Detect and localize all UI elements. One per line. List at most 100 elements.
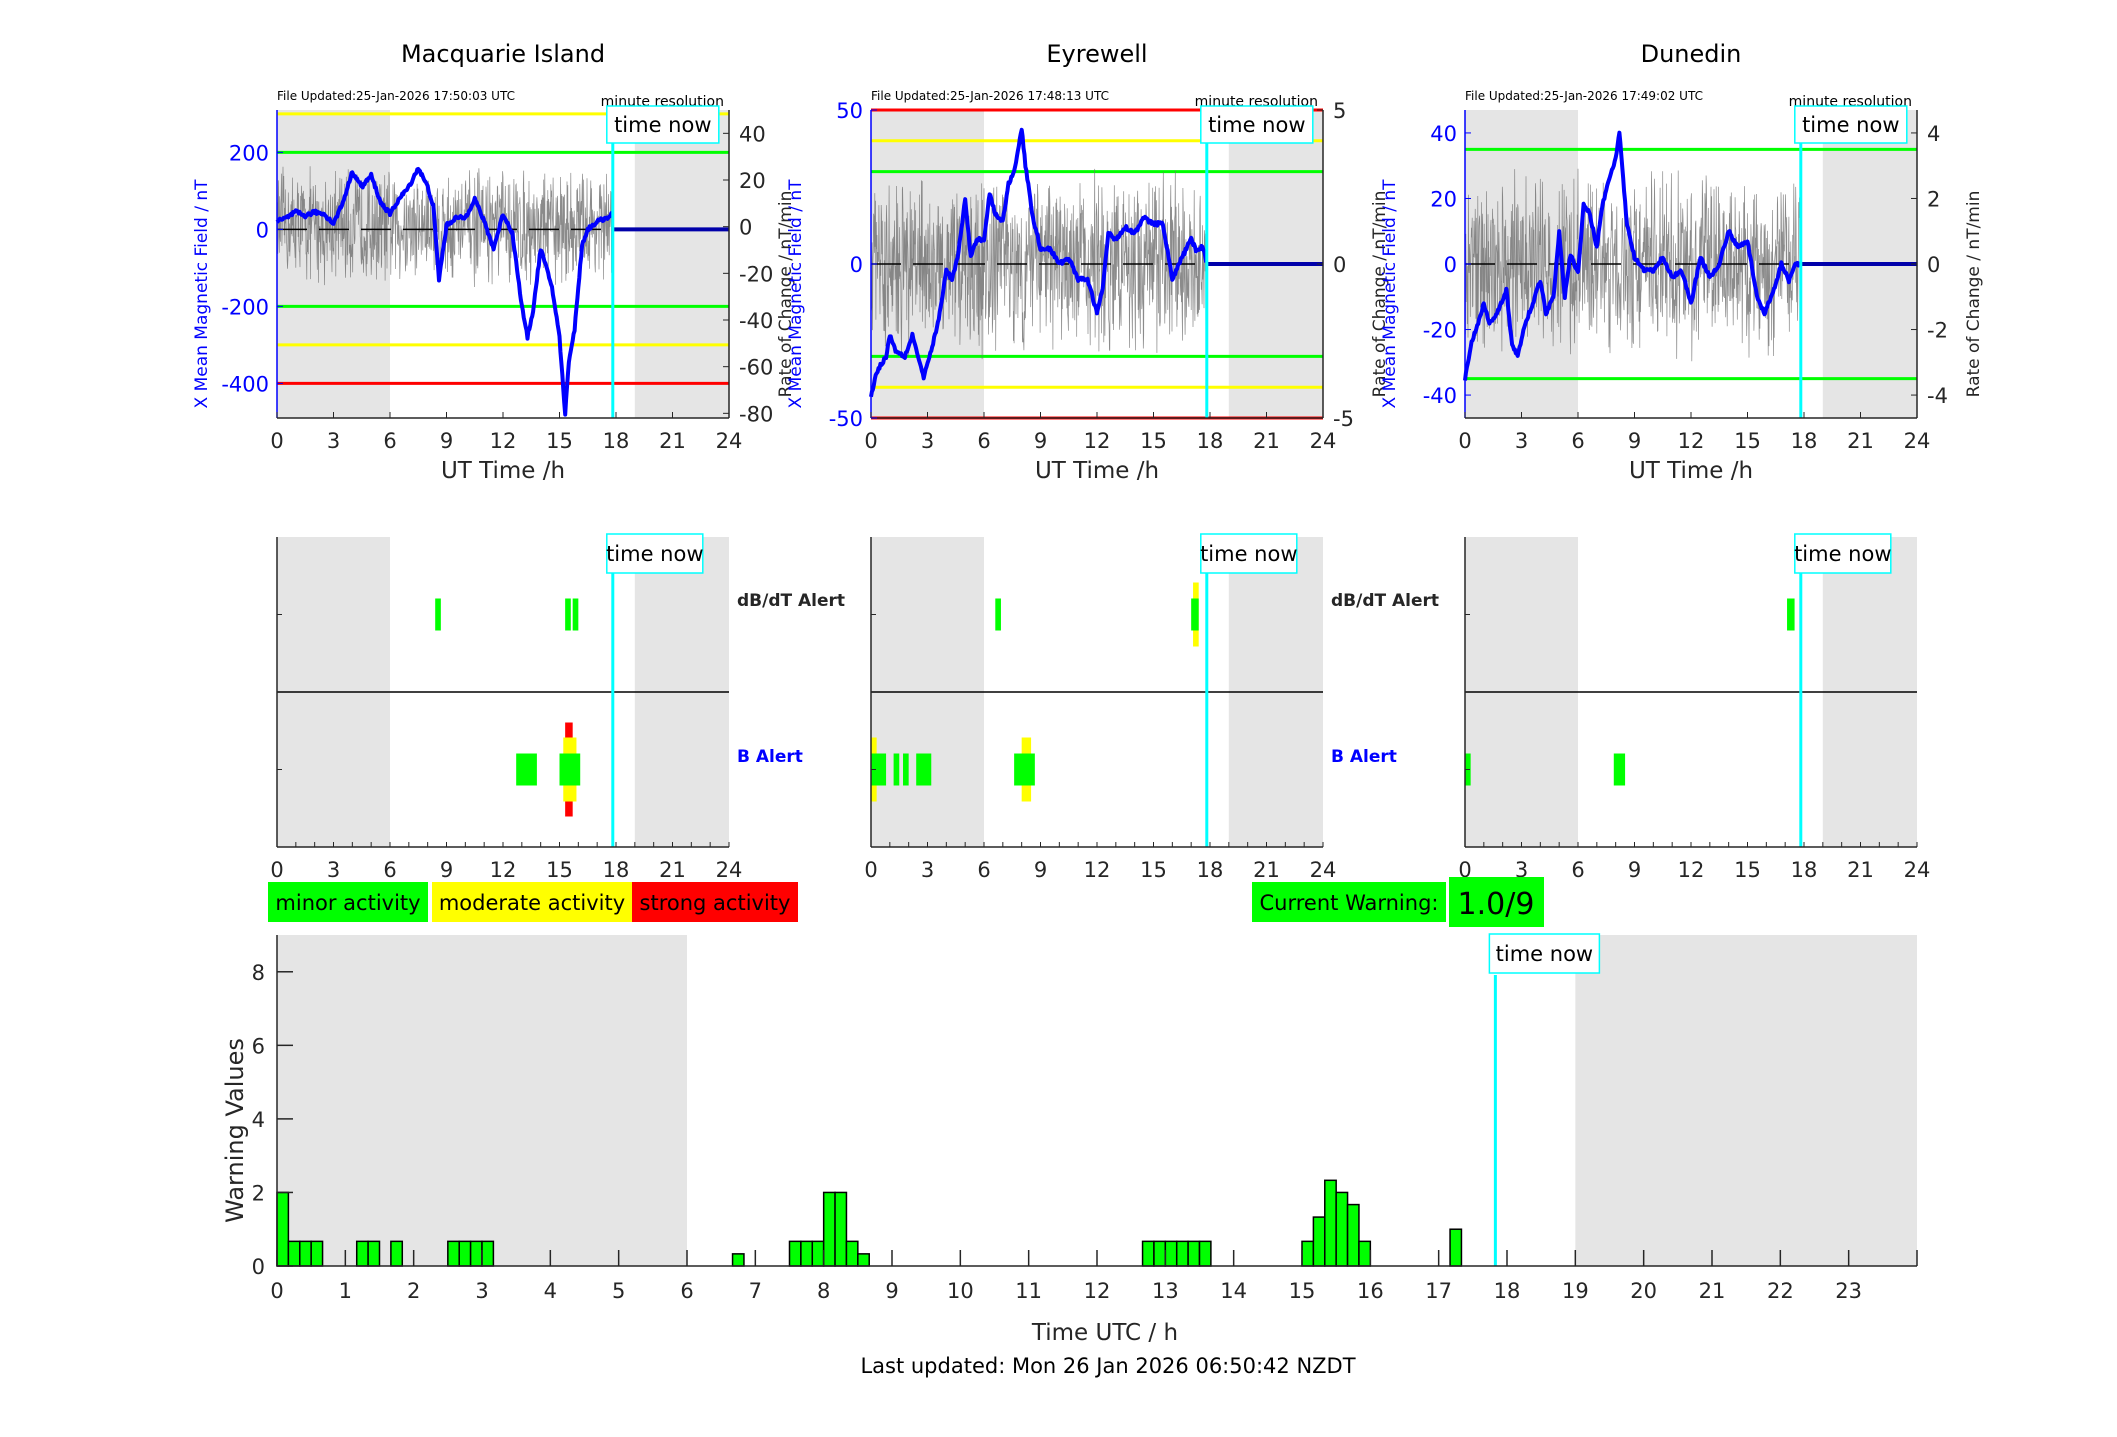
time-now-label: time now <box>1200 542 1297 566</box>
right-y-tick-label: -4 <box>1927 384 1948 408</box>
plot-title: Eyrewell <box>1046 40 1147 68</box>
x-tick-label: 6 <box>383 858 396 882</box>
x-tick-label: 4 <box>544 1279 557 1303</box>
x-tick-label: 3 <box>1515 429 1528 453</box>
warning-bar <box>1187 1240 1201 1267</box>
x-tick-label: 0 <box>1458 429 1471 453</box>
x-tick-label: 18 <box>1197 858 1224 882</box>
warning-bar <box>1324 1179 1337 1267</box>
x-tick-label: 22 <box>1767 1279 1794 1303</box>
left-y-tick-label: 50 <box>836 99 863 123</box>
x-tick-label: 0 <box>270 429 283 453</box>
warning-bar <box>811 1240 825 1267</box>
current-warning-value-box <box>1449 877 1544 927</box>
x-tick-label: 24 <box>1904 429 1931 453</box>
x-tick-label: 8 <box>817 1279 830 1303</box>
rate-of-change-series <box>870 168 1207 360</box>
plot-title: Dunedin <box>1641 40 1742 68</box>
alert-bar-b <box>903 753 909 786</box>
warning-bar <box>1449 1228 1463 1267</box>
field-plot-dunedin: Dunedin File Updated:25-Jan-2026 17:49:02… <box>1380 40 1984 484</box>
right-y-tick-label: 40 <box>739 122 766 146</box>
legend-swatch-strong <box>632 882 798 922</box>
time-now-label: time now <box>1208 113 1305 137</box>
x-tick-label: 13 <box>1152 1279 1179 1303</box>
y-tick-label: 6 <box>252 1034 265 1058</box>
warning-bar <box>1175 1240 1189 1267</box>
warning-bar <box>834 1191 848 1267</box>
x-tick-label: 0 <box>864 429 877 453</box>
warning-bar <box>822 1191 836 1267</box>
x-tick-label: 16 <box>1357 1279 1384 1303</box>
left-y-axis-label: X Mean Magnetic Field / nT <box>1380 179 1400 409</box>
x-tick-label: 0 <box>270 858 283 882</box>
x-tick-label: 9 <box>440 858 453 882</box>
alert-bar-b <box>1014 753 1035 786</box>
legend-swatch-minor <box>268 882 428 922</box>
legend-label: strong activity <box>640 891 791 915</box>
warning-bar <box>355 1240 369 1267</box>
x-tick-label: 12 <box>1084 429 1111 453</box>
x-tick-label: 23 <box>1835 1279 1862 1303</box>
alert-bar-b <box>871 753 887 786</box>
current-warning: Current Warning: 1.0/9 <box>1252 877 1544 927</box>
left-y-tick-label: -20 <box>1423 319 1457 343</box>
field-plot-macquarie-island: Macquarie Island File Updated:25-Jan-2026… <box>192 40 796 484</box>
warning-bar <box>1141 1240 1155 1267</box>
left-y-tick-label: 0 <box>1444 253 1457 277</box>
y-tick-label: 4 <box>252 1108 265 1132</box>
time-now-label-box <box>1200 105 1314 144</box>
x-tick-label: 24 <box>1310 429 1337 453</box>
right-y-tick-label: -20 <box>739 262 773 286</box>
alert-bar-b <box>1613 753 1626 786</box>
x-tick-label: 9 <box>1034 429 1047 453</box>
plot-title: Macquarie Island <box>401 40 605 68</box>
x-tick-label: 15 <box>1734 858 1761 882</box>
time-now-label-box <box>1794 105 1908 144</box>
warning-bar <box>1312 1216 1326 1267</box>
night-shading <box>277 935 687 1266</box>
x-tick-label: 1 <box>339 1279 352 1303</box>
warning-bar <box>1164 1240 1178 1267</box>
alert-panel-macquarie-island: time now 0 3 6 9 12 15 18 21 24 <box>270 533 742 882</box>
b-alert-label: B Alert <box>737 747 803 767</box>
x-tick-label: 24 <box>1310 858 1337 882</box>
x-tick-label: 3 <box>1515 858 1528 882</box>
right-y-tick-label: 0 <box>1333 253 1346 277</box>
x-axis-label: UT Time /h <box>1629 458 1753 484</box>
current-warning-label-box <box>1252 882 1446 922</box>
x-tick-label: 15 <box>1289 1279 1316 1303</box>
alert-bar-b <box>893 753 900 786</box>
rate-of-change-series <box>1464 168 1801 362</box>
warning-bar <box>1335 1191 1349 1267</box>
alert-panel-dunedin: time now 0 3 6 9 12 15 18 21 24 <box>1458 533 1930 882</box>
x-tick-label: 21 <box>1847 858 1874 882</box>
x-tick-label: 9 <box>885 1279 898 1303</box>
warning-bar <box>1358 1240 1372 1267</box>
time-now-label-box <box>1200 533 1298 574</box>
field-series <box>275 166 614 417</box>
warning-bar <box>458 1240 472 1267</box>
right-y-axis-label: Rate of Change / nT/min <box>776 191 796 398</box>
last-updated-text: Last updated: Mon 26 Jan 2026 06:50:42 N… <box>860 1354 1355 1378</box>
left-y-tick-label: 20 <box>1430 187 1457 211</box>
x-tick-label: 2 <box>407 1279 420 1303</box>
alert-bar-dbdt <box>1191 598 1199 631</box>
dbdt-alert-label: dB/dT Alert <box>737 591 845 611</box>
right-y-tick-label: 20 <box>739 169 766 193</box>
x-tick-label: 21 <box>1847 429 1874 453</box>
x-tick-label: 18 <box>603 429 630 453</box>
warning-bar <box>845 1240 859 1267</box>
warning-bar <box>1346 1203 1360 1267</box>
x-tick-label: 14 <box>1220 1279 1247 1303</box>
warning-bar <box>447 1240 460 1267</box>
night-shading <box>1575 935 1917 1266</box>
time-now-label-box <box>1488 933 1601 974</box>
x-tick-label: 0 <box>864 858 877 882</box>
right-y-tick-label: 4 <box>1927 122 1940 146</box>
x-tick-label: 6 <box>383 429 396 453</box>
warning-bar <box>390 1240 404 1267</box>
left-y-tick-label: 0 <box>850 253 863 277</box>
